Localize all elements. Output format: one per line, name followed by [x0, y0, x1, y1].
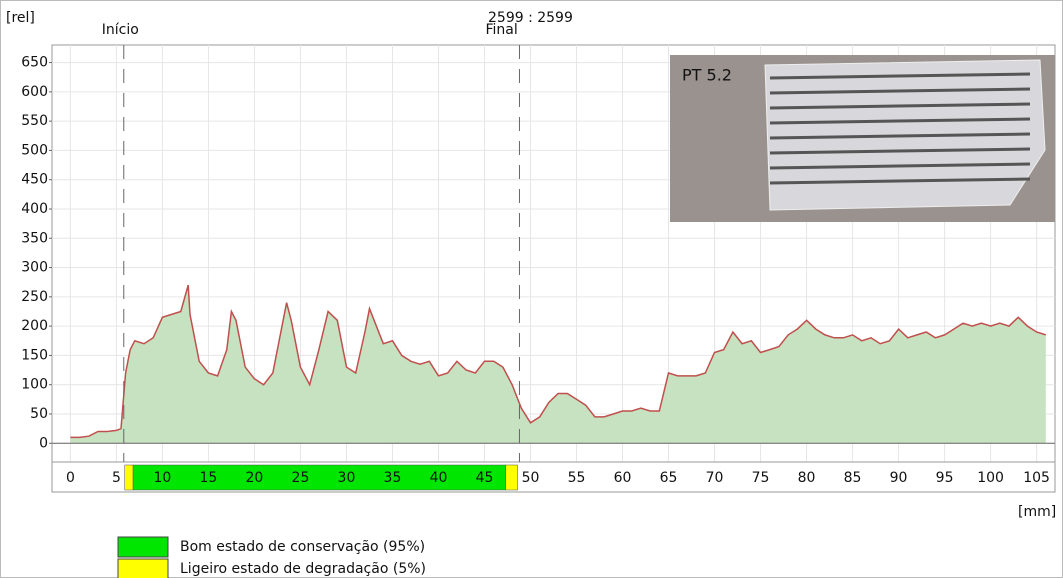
y-tick-label: 300	[21, 260, 48, 276]
y-tick-label: 150	[21, 347, 48, 363]
y-tick-label: 500	[21, 142, 48, 158]
x-tick-label: 0	[66, 470, 75, 486]
marker-label: Início	[102, 22, 139, 38]
inset-stripe	[769, 177, 1031, 185]
y-tick-label: 450	[21, 172, 48, 188]
x-tick-label: 80	[798, 470, 816, 486]
readout: 2599 : 2599	[488, 10, 573, 26]
y-tick-label: 200	[21, 318, 48, 334]
x-tick-label: 25	[292, 470, 310, 486]
area-line	[70, 284, 1047, 439]
x-tick-label: 40	[430, 470, 448, 486]
marker-label: Final	[485, 22, 517, 38]
x-tick-label: 55	[568, 470, 586, 486]
x-tick-label: 30	[338, 470, 356, 486]
condition-band	[124, 464, 134, 491]
y-tick-label: 250	[21, 289, 48, 305]
condition-band	[132, 464, 506, 491]
inset-stripe	[769, 117, 1031, 125]
x-tick-label: 105	[1023, 470, 1050, 486]
condition-band	[505, 464, 518, 491]
y-tick-label: 100	[21, 377, 48, 393]
x-tick-label: 85	[844, 470, 862, 486]
x-tick-label: 60	[614, 470, 632, 486]
x-tick-label: 20	[246, 470, 264, 486]
y-tick-label: 650	[21, 55, 48, 71]
inset-stripe	[769, 147, 1031, 155]
inset-stripe	[769, 102, 1031, 110]
y-axis-label: [rel]	[6, 10, 35, 26]
y-tick-label: 50	[30, 406, 48, 422]
legend-swatch	[117, 536, 169, 558]
x-tick-label: 35	[384, 470, 402, 486]
y-tick-label: 350	[21, 230, 48, 246]
y-tick-label: 0	[39, 435, 48, 451]
legend-swatch	[117, 558, 169, 578]
y-tick-label: 400	[21, 201, 48, 217]
inset-label: PT 5.2	[682, 66, 732, 85]
x-tick-label: 95	[936, 470, 954, 486]
x-axis-label: [mm]	[1018, 504, 1056, 520]
x-tick-label: 90	[890, 470, 908, 486]
y-tick-label: 600	[21, 84, 48, 100]
x-tick-label: 5	[112, 470, 121, 486]
x-tick-label: 100	[977, 470, 1004, 486]
x-tick-label: 70	[706, 470, 724, 486]
inset-stripe	[769, 87, 1031, 95]
x-tick-label: 45	[476, 470, 494, 486]
x-tick-label: 65	[660, 470, 678, 486]
inset-stripe	[769, 72, 1031, 80]
legend-label: Bom estado de conservação (95%)	[180, 539, 425, 555]
legend-label: Ligeiro estado de degradação (5%)	[180, 561, 426, 577]
x-tick-label: 50	[522, 470, 540, 486]
area-fill	[70, 285, 1046, 444]
x-tick-label: 10	[154, 470, 172, 486]
x-tick-label: 15	[200, 470, 218, 486]
inset-stripe	[769, 132, 1031, 140]
x-tick-label: 75	[752, 470, 770, 486]
inset-stripe	[769, 162, 1031, 170]
y-tick-label: 550	[21, 113, 48, 129]
